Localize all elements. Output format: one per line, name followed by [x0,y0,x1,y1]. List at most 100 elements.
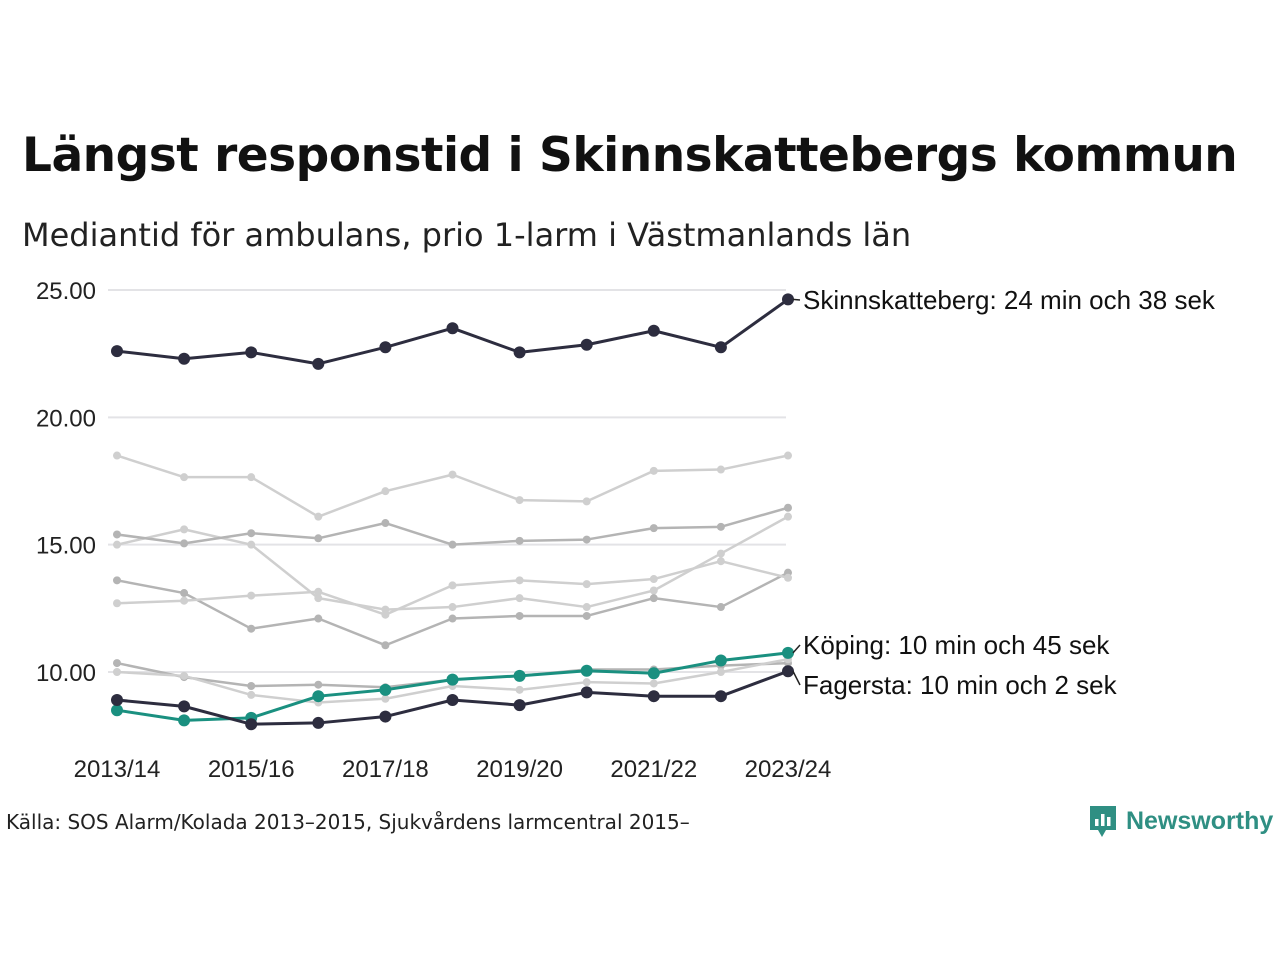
x-tick-label: 2019/20 [476,756,563,783]
data-point-context-1 [113,540,121,549]
data-point-context-6 [381,694,390,703]
data-point-context-3 [649,594,658,603]
data-point-context-2 [381,519,390,528]
data-point-context-6 [180,671,189,680]
x-tick-label: 2023/24 [745,756,832,783]
data-point-kping [714,654,727,667]
data-point-kping [782,646,794,659]
series-label-skinnskatteberg: Skinnskatteberg: 24 min och 38 sek [803,285,1216,315]
data-point-kping [446,673,459,686]
data-point-kping [178,714,191,727]
data-point-context-4 [649,575,658,584]
data-point-context-2 [180,539,189,548]
data-point-context-2 [247,529,256,538]
x-tick-label: 2013/14 [74,756,161,783]
data-point-context-5 [314,680,323,689]
chart-subtitle: Mediantid för ambulans, prio 1-larm i Vä… [22,216,912,254]
data-point-context-0 [180,473,189,482]
data-point-context-0 [448,470,457,479]
data-point-skinnskatteberg [782,293,794,306]
data-point-context-2 [448,540,457,549]
data-point-context-4 [381,610,390,619]
data-point-skinnskatteberg [580,338,593,351]
data-point-skinnskatteberg [178,352,191,365]
line-chart: 25.00 20.00 15.00 10.00 2013/14 2015/16 2017/1… [36,278,1216,783]
data-point-context-3 [113,576,121,585]
data-point-kping [647,667,660,680]
data-point-context-4 [448,581,457,590]
data-point-fagersta [714,690,727,703]
data-point-context-2 [649,524,658,533]
data-point-context-6 [582,678,591,687]
data-point-fagersta [111,694,123,707]
y-tick-label: 25.00 [36,278,96,305]
x-tick-label: 2017/18 [342,756,429,783]
data-point-context-1 [784,512,792,521]
series-line-context-1 [116,515,789,611]
data-point-context-0 [649,466,658,475]
data-point-skinnskatteberg [111,345,123,358]
data-point-context-4 [716,557,725,566]
data-point-context-4 [180,596,189,605]
data-point-context-1 [314,594,323,603]
data-point-fagersta [446,694,459,707]
data-point-fagersta [647,690,660,703]
data-point-context-0 [582,497,591,506]
data-point-kping [580,664,593,677]
data-point-context-4 [247,591,256,600]
data-point-context-2 [716,522,725,531]
logo-text: Newsworthy [1126,806,1274,835]
data-point-context-1 [582,603,591,612]
data-point-context-3 [314,614,323,623]
data-point-kping [111,704,123,717]
data-point-context-0 [515,496,524,505]
y-tick-label: 20.00 [36,405,96,432]
data-point-context-4 [314,587,323,596]
data-point-context-4 [582,580,591,589]
data-point-fagersta [513,699,526,712]
newsworthy-chart-bubble-icon [1090,806,1116,837]
data-point-context-3 [247,624,256,633]
data-point-skinnskatteberg [714,341,727,354]
data-point-context-0 [381,487,390,496]
label-leader-fagersta [792,670,801,686]
data-point-skinnskatteberg [513,346,526,359]
y-tick-label: 15.00 [36,533,96,560]
data-point-context-1 [649,586,658,595]
data-point-fagersta [782,665,794,678]
label-leader-skinnskatteberg [792,298,801,301]
data-point-context-2 [582,535,591,544]
data-point-context-2 [314,534,323,543]
data-point-context-3 [582,611,591,620]
data-point-skinnskatteberg [446,322,459,335]
data-point-context-0 [247,473,256,482]
data-point-skinnskatteberg [312,357,325,370]
data-point-context-4 [784,573,792,582]
data-point-kping [312,690,325,703]
data-point-kping [513,669,526,682]
data-point-context-1 [247,540,256,549]
data-point-skinnskatteberg [379,341,392,354]
x-tick-label: 2021/22 [610,756,697,783]
data-point-fagersta [580,686,593,699]
data-point-context-0 [113,451,121,460]
series-label-kping: Köping: 10 min och 45 sek [803,630,1110,660]
data-point-fagersta [379,710,392,723]
data-point-context-3 [515,611,524,620]
data-point-fagersta [312,716,325,729]
data-point-context-6 [649,679,658,688]
data-point-context-1 [180,525,189,534]
data-point-fagersta [178,700,191,713]
data-point-context-4 [515,576,524,585]
data-point-context-2 [515,536,524,545]
data-point-context-1 [515,594,524,603]
data-point-kping [379,683,392,696]
chart-title: Längst responstid i Skinnskattebergs kom… [22,128,1238,183]
data-point-context-6 [113,668,121,676]
data-point-context-5 [247,682,256,691]
newsworthy-logo: Newsworthy [1088,804,1273,838]
data-point-context-0 [716,465,725,474]
data-point-context-1 [716,549,725,558]
data-point-fagersta [245,718,258,731]
data-point-context-5 [113,659,121,668]
